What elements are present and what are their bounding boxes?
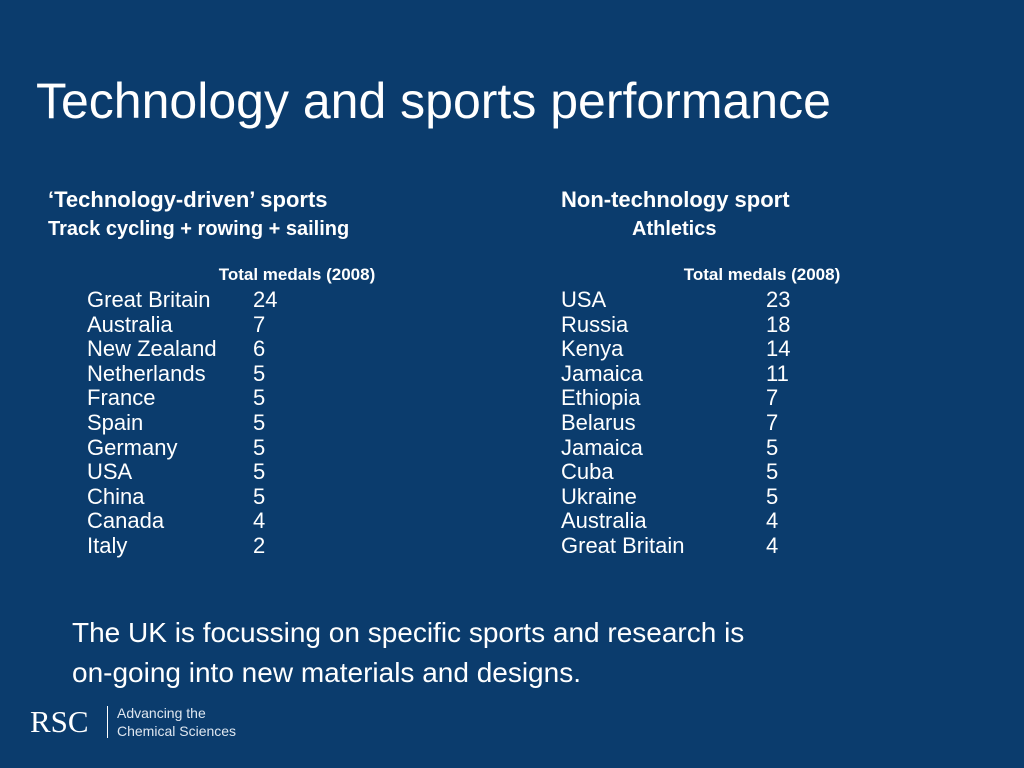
left-subheading: Track cycling + rowing + sailing	[48, 218, 350, 240]
right-subheading: Athletics	[632, 218, 717, 240]
country: Cuba	[561, 459, 614, 485]
medal-count: 5	[766, 434, 779, 460]
country: Italy	[87, 533, 128, 558]
medal-count: 5	[253, 385, 266, 411]
medal-count: 7	[253, 311, 266, 337]
logo: RSC	[30, 704, 89, 739]
country: Belarus	[561, 410, 636, 435]
country: Ukraine	[561, 483, 637, 509]
medal-count: 6	[253, 336, 266, 362]
medal-count: 2	[253, 533, 266, 558]
country: China	[87, 483, 145, 509]
country: Russia	[561, 311, 629, 337]
medal-count: 5	[253, 459, 266, 485]
medal-count: 5	[766, 459, 779, 485]
medal-count: 24	[253, 287, 278, 312]
medal-count: 7	[766, 410, 779, 435]
medal-count: 5	[253, 483, 266, 509]
country: Canada	[87, 508, 165, 534]
country: Great Britain	[87, 287, 211, 312]
country: Australia	[87, 311, 173, 337]
medal-count: 4	[766, 508, 779, 534]
country: Jamaica	[561, 434, 643, 460]
medal-count: 5	[253, 360, 266, 386]
right-heading: Non-technology sport	[561, 187, 790, 212]
country: New Zealand	[87, 336, 217, 362]
medal-count: 23	[766, 287, 791, 312]
medal-count: 14	[766, 336, 791, 362]
note-line: The UK is focussing on specific sports a…	[72, 617, 745, 648]
left-heading: ‘Technology-driven’ sports	[48, 187, 328, 212]
note-line: on-going into new materials and designs.	[72, 657, 581, 688]
right-column-header: Total medals (2008)	[683, 265, 841, 284]
country: Spain	[87, 410, 144, 435]
country: Ethiopia	[561, 385, 641, 411]
left-column-header: Total medals (2008)	[218, 265, 376, 284]
country: Germany	[87, 434, 178, 460]
medal-count: 7	[766, 385, 779, 411]
medal-count: 4	[253, 508, 266, 534]
country: Jamaica	[561, 360, 643, 386]
medal-count: 18	[766, 311, 791, 337]
country: France	[87, 385, 156, 411]
medal-count: 5	[766, 483, 779, 509]
country: Australia	[561, 508, 647, 534]
country: Kenya	[561, 336, 624, 362]
country: Netherlands	[87, 360, 206, 386]
tagline: Advancing the	[117, 705, 206, 721]
medal-count: 5	[253, 410, 266, 435]
medal-count: 11	[766, 360, 789, 386]
country: USA	[561, 287, 607, 312]
tagline: Chemical Sciences	[117, 723, 237, 739]
medal-count: 5	[253, 434, 266, 460]
title: Technology and sports performance	[36, 73, 831, 129]
logo-divider	[107, 706, 108, 738]
medal-count: 4	[766, 533, 779, 558]
country: Great Britain	[561, 533, 685, 558]
country: USA	[87, 459, 133, 485]
